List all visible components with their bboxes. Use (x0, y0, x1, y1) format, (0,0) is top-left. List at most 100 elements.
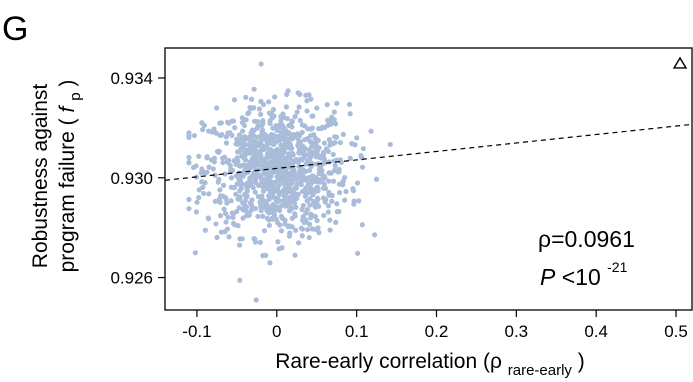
data-point (301, 148, 307, 154)
data-point (240, 144, 247, 150)
data-point (302, 193, 308, 199)
data-point (277, 124, 283, 130)
data-point (225, 214, 231, 220)
data-point (211, 126, 217, 132)
data-point (319, 124, 326, 130)
data-point (250, 173, 257, 179)
data-point (292, 185, 298, 191)
data-point (217, 132, 223, 139)
data-point (229, 132, 235, 138)
x-axis: -0.1 0 0.1 0.2 0.3 0.4 0.5 (182, 310, 688, 341)
data-point (198, 170, 204, 176)
data-point (253, 297, 259, 303)
p-value-exponent: -21 (607, 259, 627, 275)
data-point (256, 156, 262, 163)
data-point (249, 206, 255, 212)
data-point (240, 200, 246, 206)
data-point (296, 150, 302, 156)
data-point (232, 125, 238, 131)
data-point (193, 163, 199, 169)
data-point (340, 182, 346, 188)
data-point (196, 195, 202, 201)
data-point (245, 111, 251, 117)
data-point (272, 94, 278, 100)
data-point (241, 169, 247, 175)
data-point (291, 200, 298, 206)
data-point (298, 156, 304, 162)
data-point (325, 203, 332, 209)
data-point (289, 194, 295, 200)
data-point (273, 123, 279, 129)
data-point (360, 145, 366, 152)
data-point (320, 152, 326, 158)
data-point (257, 133, 264, 139)
data-point (245, 210, 252, 217)
data-point (307, 196, 313, 202)
data-point (193, 209, 199, 215)
data-point (259, 193, 265, 199)
data-point (208, 157, 215, 163)
data-point (331, 109, 337, 115)
data-point (300, 214, 306, 220)
data-point (323, 146, 330, 152)
y-axis-title-line1: Robustness against (29, 84, 52, 269)
data-point (294, 195, 300, 202)
data-point (192, 250, 198, 256)
data-point (228, 175, 235, 181)
y-axis: 0.926 0.930 0.934 (110, 69, 165, 288)
data-point (259, 128, 265, 135)
data-point (326, 137, 332, 143)
data-point (281, 200, 287, 206)
data-point (359, 222, 365, 228)
data-point (223, 140, 230, 146)
data-point (294, 181, 300, 187)
data-point (296, 164, 302, 170)
data-point (278, 118, 284, 124)
data-point (213, 221, 219, 227)
data-point (266, 149, 272, 155)
data-point (239, 236, 245, 242)
y-axis-title-close: ) (56, 80, 79, 87)
data-point (299, 206, 305, 212)
data-point (327, 217, 333, 223)
y-tick-label: 0.930 (110, 169, 153, 188)
data-point (249, 105, 255, 111)
data-point (292, 211, 298, 217)
data-point (237, 175, 243, 181)
data-point (226, 234, 232, 240)
data-point (301, 219, 307, 226)
data-point (296, 240, 302, 246)
data-point (254, 125, 260, 131)
data-point (231, 184, 238, 191)
data-point (249, 197, 255, 203)
data-point (324, 117, 331, 123)
data-point (229, 118, 235, 124)
data-point (334, 209, 340, 215)
data-point (222, 171, 228, 177)
data-point (246, 183, 252, 189)
data-point (243, 94, 249, 100)
data-point (266, 207, 272, 213)
data-point (312, 135, 318, 141)
x-tick-label: 0.5 (664, 322, 688, 341)
data-point (354, 250, 361, 256)
data-point (359, 164, 366, 170)
data-point (286, 208, 293, 214)
data-point (265, 176, 271, 182)
data-point (292, 227, 299, 233)
data-point (251, 133, 257, 139)
data-point (287, 154, 293, 161)
data-point (336, 190, 343, 196)
data-point (267, 182, 273, 188)
x-tick-label: 0.3 (505, 322, 529, 341)
data-point (256, 106, 263, 112)
p-value-symbol: P (540, 264, 556, 290)
trend-line (164, 123, 693, 181)
x-tick-label: 0.1 (345, 322, 369, 341)
x-axis-title-close: ) (578, 350, 585, 373)
data-point (323, 196, 329, 203)
data-point (231, 97, 238, 103)
data-point (278, 142, 284, 148)
data-point (294, 135, 301, 141)
